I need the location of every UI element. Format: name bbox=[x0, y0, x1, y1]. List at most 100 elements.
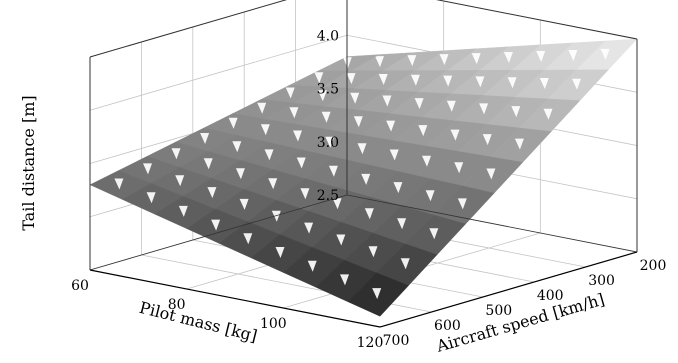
grid-line bbox=[89, 0, 287, 58]
surface-facet-highlight bbox=[479, 103, 489, 115]
surface-facet-highlight bbox=[171, 148, 181, 160]
surface-facet-highlight bbox=[300, 188, 310, 200]
y-tick-label: 700 bbox=[383, 333, 410, 349]
surface-facet-highlight bbox=[260, 124, 270, 136]
surface-facet-highlight bbox=[536, 51, 546, 62]
surface-facet-highlight bbox=[400, 258, 410, 270]
y-tick-label: 300 bbox=[588, 273, 615, 289]
surface-facet-highlight bbox=[568, 50, 578, 61]
surface-facet-highlight bbox=[514, 138, 524, 150]
surface-facet-highlight bbox=[418, 125, 428, 137]
surface-facet-highlight bbox=[264, 149, 274, 161]
surface-facet-highlight bbox=[507, 77, 517, 89]
surface bbox=[89, 38, 638, 317]
surface-facet-highlight bbox=[307, 260, 317, 272]
surface-facet-highlight bbox=[235, 168, 245, 180]
surface-facet-highlight bbox=[375, 56, 384, 68]
surface-facet-highlight bbox=[143, 163, 152, 175]
surface-facet-highlight bbox=[317, 90, 327, 102]
x-axis-line bbox=[89, 269, 381, 328]
z-tick-label: 3.0 bbox=[317, 135, 339, 151]
surface-facet-highlight bbox=[386, 120, 396, 132]
surface-facet-highlight bbox=[414, 98, 424, 110]
surface-facet-highlight bbox=[397, 218, 407, 230]
surface-facet-highlight bbox=[314, 72, 324, 84]
x-tick-label: 100 bbox=[260, 316, 287, 332]
z-tick-label: 2.5 bbox=[317, 188, 339, 204]
surface-facet-highlight bbox=[285, 87, 295, 99]
surface-facet-highlight bbox=[600, 48, 610, 60]
surface-facet-highlight bbox=[407, 55, 417, 67]
surface-facet-highlight bbox=[146, 192, 156, 204]
surface-facet-highlight bbox=[178, 205, 188, 217]
surface-facet-highlight bbox=[296, 157, 306, 169]
surface-facet-highlight bbox=[332, 198, 342, 210]
surface-facet-highlight bbox=[328, 165, 338, 177]
surface-facet-highlight bbox=[393, 182, 403, 194]
z-axis-label: Tail distance [m] bbox=[19, 95, 38, 230]
x-tick-label: 120 bbox=[357, 335, 384, 351]
surface-facet-highlight bbox=[471, 53, 481, 65]
surface-facet-highlight bbox=[353, 116, 363, 128]
surface-facet-highlight bbox=[368, 246, 378, 258]
surface-facet-highlight bbox=[325, 136, 335, 148]
surface-facet-highlight bbox=[439, 54, 449, 66]
surface-facet-highlight bbox=[175, 175, 185, 187]
z-tick-label: 4.0 bbox=[317, 28, 339, 44]
surface-facet-highlight bbox=[243, 233, 253, 245]
surface-facet-highlight bbox=[425, 190, 435, 202]
surface-facet-highlight bbox=[389, 149, 399, 161]
surface-facet-highlight bbox=[293, 130, 302, 142]
surface-facet-highlight bbox=[503, 52, 513, 63]
surface-facet-highlight bbox=[511, 106, 521, 118]
surface-facet-highlight bbox=[475, 76, 485, 88]
z-tick-label: 3.5 bbox=[317, 82, 339, 98]
surface-facet-highlight bbox=[443, 75, 453, 87]
surface-facet-highlight bbox=[361, 173, 371, 185]
surface-facet-highlight bbox=[450, 129, 460, 141]
surface-facet-highlight bbox=[454, 162, 464, 174]
axis-edge bbox=[89, 194, 348, 271]
surface-facet-highlight bbox=[114, 178, 124, 190]
surface-facet-highlight bbox=[275, 247, 285, 258]
surface-facet-highlight bbox=[336, 234, 346, 246]
surface-facet-highlight bbox=[350, 92, 360, 104]
surface-facet-highlight bbox=[572, 78, 581, 90]
surface-facet-highlight bbox=[378, 74, 388, 85]
y-tick-label: 400 bbox=[537, 288, 564, 304]
surface-facet-highlight bbox=[203, 158, 213, 170]
y-tick-label: 500 bbox=[485, 303, 512, 319]
surface-facet-highlight bbox=[239, 198, 249, 210]
y-axis-line bbox=[379, 251, 638, 328]
axis-edge bbox=[89, 0, 288, 58]
axis-edge bbox=[435, 0, 638, 40]
surface-facet-highlight bbox=[257, 102, 267, 114]
surface-facet-highlight bbox=[232, 141, 242, 153]
surface-facet-highlight bbox=[539, 78, 549, 89]
surface-facet-highlight bbox=[346, 73, 356, 85]
surface-facet-highlight bbox=[364, 208, 374, 220]
surface-facet-highlight bbox=[268, 178, 278, 190]
grid-line bbox=[436, 0, 638, 40]
surface-facet-highlight bbox=[340, 274, 349, 286]
surface-facet-highlight bbox=[457, 198, 467, 210]
surface-facet-highlight bbox=[482, 134, 492, 146]
surface-facet-highlight bbox=[422, 155, 431, 167]
surface-facet-highlight bbox=[200, 133, 210, 144]
surface-facet-highlight bbox=[429, 228, 439, 240]
surface-facet-highlight bbox=[357, 143, 367, 155]
surface-facet-highlight bbox=[228, 117, 238, 129]
x-tick-label: 80 bbox=[168, 297, 186, 313]
axes-box bbox=[89, 0, 638, 328]
tick-labels: 2.53.03.54.04.56080100120200300400500600… bbox=[71, 28, 667, 351]
y-tick-label: 200 bbox=[640, 258, 667, 274]
x-axis-label: Pilot mass [kg] bbox=[137, 298, 259, 346]
surface-facet-highlight bbox=[321, 111, 331, 123]
surface-facet-highlight bbox=[410, 74, 420, 86]
x-tick-label: 60 bbox=[71, 278, 89, 294]
surface-facet-highlight bbox=[446, 100, 456, 112]
surface-facet-highlight bbox=[372, 288, 382, 300]
surface-facet-highlight bbox=[289, 107, 299, 119]
surface-facet-highlight bbox=[543, 108, 553, 120]
